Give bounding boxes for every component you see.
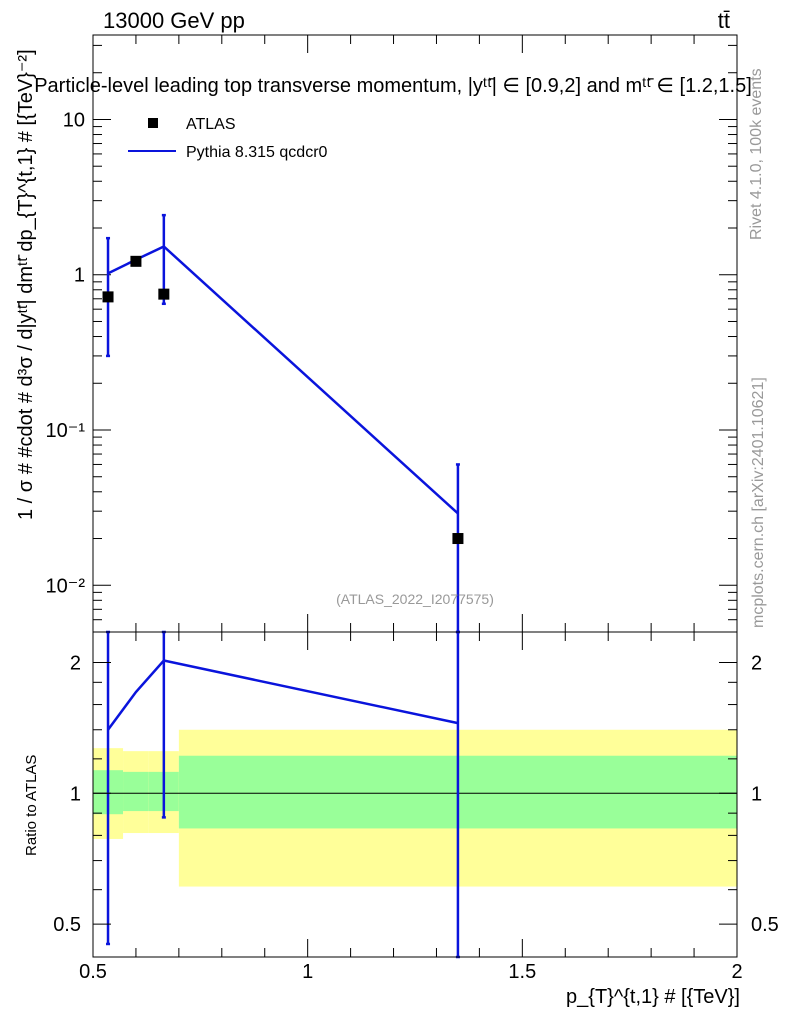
plot-title: Particle-level leading top transverse mo… [34,75,752,97]
ratio-uncertainty-bands [93,729,737,887]
process-label: tt̄ [718,8,730,33]
data-point [130,255,142,267]
legend-data-label: ATLAS [186,116,236,133]
main-y-tick-label: 10⁻² [46,575,86,597]
x-tick-label: 1 [302,961,313,983]
legend-mc-label: Pythia 8.315 qcdcr0 [186,144,328,161]
x-axis-ticks: 0.5 1 1.5 2 [79,35,743,983]
side-label-mcplots: mcplots.cern.ch [arXiv:2401.10621] [750,377,767,628]
data-point [158,288,170,300]
main-y-axis-label: 1 / σ # #cdot # d³σ / d|yᵗᵗ̄| dmᵗᵗ̄ dp_{… [15,49,37,520]
watermark: (ATLAS_2022_I2077575) [336,591,494,607]
legend: ATLAS Pythia 8.315 qcdcr0 [128,116,328,161]
main-plot-panel: 10⁻² 10⁻¹ 1 10 (ATLAS_2022_I2077575) [46,34,738,634]
ratio-plot-frame [92,631,738,958]
ratio-y-tick-label-right: 0.5 [751,914,779,936]
legend-data-marker [148,118,158,128]
ratio-series-group [106,630,460,959]
ratio-y-tick-label-right: 2 [751,652,762,674]
side-label-rivet: Rivet 4.1.0, 100k events [748,68,765,240]
ratio-y-tick-label: 0.5 [53,914,81,936]
ratio-series-line [107,659,459,731]
main-y-ticks: 10⁻² 10⁻¹ 1 10 [46,44,737,633]
ratio-y-axis-label: Ratio to ATLAS [23,755,40,856]
x-tick-label: 0.5 [79,961,107,983]
main-y-tick-label: 10⁻¹ [46,420,86,442]
ratio-y-tick-label: 1 [70,783,81,805]
ratio-y-tick-label-right: 1 [751,783,762,805]
main-y-tick-label: 1 [74,265,85,287]
x-tick-label: 1.5 [508,961,536,983]
ratio-y-tick-label: 2 [70,652,81,674]
x-tick-label: 2 [731,961,742,983]
data-point [452,533,464,545]
data-point [102,291,114,303]
main-y-tick-label: 10 [63,109,85,131]
mc-series-line [107,245,459,515]
main-series-group [102,213,464,634]
x-axis-label: p_{T}^{t,1} # [{TeV}] [566,986,740,1008]
energy-label: 13000 GeV pp [103,8,245,33]
ratio-plot-panel: 0.5 0.5 1 1 2 2 0.5 1 1.5 2 [53,35,779,983]
ratio-y-ticks: 0.5 0.5 1 1 2 2 [53,652,779,936]
ratio-band-inner [123,771,149,812]
